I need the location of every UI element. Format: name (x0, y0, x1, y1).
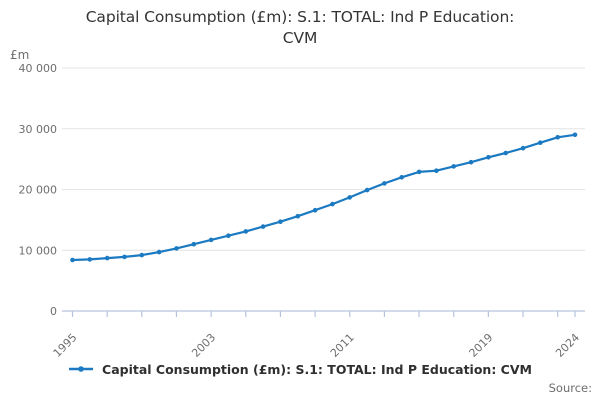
x-tick-label: 2019 (466, 331, 495, 360)
x-tick-label: 2024 (553, 331, 582, 360)
data-point (139, 252, 145, 258)
data-point (486, 155, 491, 160)
data-point (312, 207, 318, 213)
source-label: Source: (548, 381, 592, 395)
y-tick-label: 20 000 (19, 184, 58, 197)
data-point (156, 249, 162, 255)
chart-title-line: CVM (282, 29, 318, 47)
data-point (260, 224, 266, 229)
y-tick-label: 40 000 (19, 62, 58, 75)
chart-title: Capital Consumption (£m): S.1: TOTAL: In… (0, 7, 600, 49)
data-point (572, 132, 578, 138)
data-point (87, 257, 93, 262)
legend-line-icon (69, 366, 94, 372)
data-point (70, 257, 75, 263)
data-point (364, 187, 370, 193)
x-tick-label: 2003 (189, 331, 218, 360)
y-tick-label: 0 (50, 305, 57, 318)
x-tick-label: 2011 (328, 331, 357, 360)
x-tick-label: 1995 (51, 331, 80, 360)
y-axis-unit-label: £m (10, 48, 29, 62)
data-point (243, 229, 249, 234)
chart-title-line: Capital Consumption (£m): S.1: TOTAL: In… (85, 8, 515, 26)
data-point (191, 241, 197, 247)
data-point (104, 255, 110, 261)
data-point (520, 145, 526, 151)
data-point (347, 195, 353, 200)
legend-label: Capital Consumption (£m): S.1: TOTAL: In… (102, 361, 532, 377)
legend: Capital Consumption (£m): S.1: TOTAL: In… (0, 360, 600, 378)
data-point (451, 164, 457, 169)
data-point (503, 150, 509, 156)
series-line (71, 133, 577, 262)
data-point (555, 135, 560, 140)
data-point (174, 246, 179, 251)
data-point (538, 140, 543, 145)
data-point (382, 181, 387, 186)
data-point (399, 175, 405, 180)
data-point (416, 169, 422, 175)
data-point (278, 219, 283, 224)
data-point (434, 168, 439, 173)
data-point (122, 254, 127, 260)
y-tick-label: 10 000 (19, 244, 58, 257)
data-point (330, 201, 335, 207)
data-point (226, 233, 231, 238)
y-tick-label: 30 000 (19, 123, 58, 136)
data-point (468, 159, 474, 165)
data-point (295, 213, 301, 219)
data-point (208, 237, 214, 243)
